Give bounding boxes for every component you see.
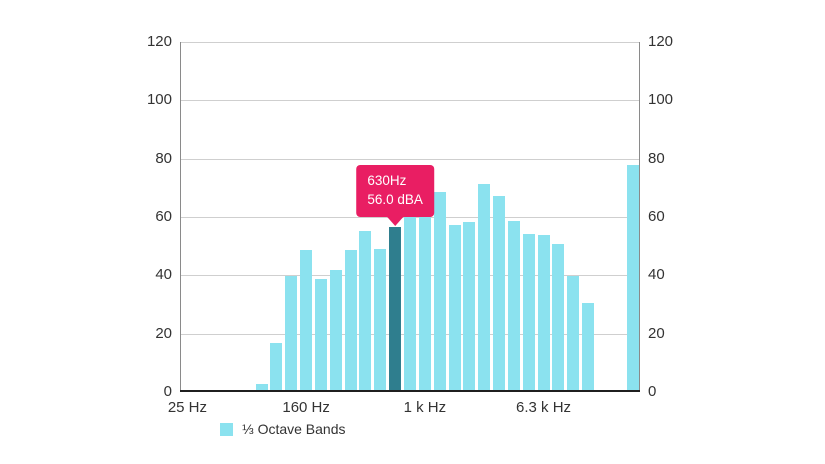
bar-800-hz[interactable] [404, 213, 416, 390]
y-tick-right-120: 120 [648, 33, 674, 50]
bar-500-hz[interactable] [374, 248, 387, 390]
plot-area [180, 42, 640, 392]
x-tick-25-hz: 25 Hz [167, 399, 207, 416]
bar-200-hz[interactable] [314, 279, 327, 390]
y-axis-left-line [180, 42, 181, 392]
y-tick-left-80: 80 [155, 149, 172, 167]
bar-1-khz[interactable] [418, 184, 431, 390]
bar-125-hz[interactable] [285, 276, 298, 390]
tooltip-pointer-icon [387, 216, 404, 226]
bar-2.5-khz[interactable] [478, 184, 491, 390]
tooltip-level: 56.0 dBA [367, 192, 423, 208]
bar-10-khz[interactable] [567, 276, 580, 390]
tooltip-box: 630Hz 56.0 dBA [356, 164, 434, 217]
bar-1.6-khz[interactable] [448, 225, 461, 390]
x-axis-line [180, 390, 640, 392]
bar-160-hz[interactable] [300, 250, 313, 390]
bar-6.3-khz[interactable] [537, 235, 550, 390]
y-tick-left-20: 20 [155, 324, 172, 342]
bar-2-khz[interactable] [463, 222, 476, 390]
y-tick-left-120: 120 [146, 33, 172, 50]
x-tick-1-k-hz: 1 k Hz [403, 399, 447, 416]
bar-5-khz[interactable] [522, 233, 535, 390]
legend-label: ⅓ Octave Bands [242, 421, 346, 437]
y-axis-right-line [639, 42, 640, 392]
bar-total[interactable] [626, 165, 639, 390]
y-tick-right-60: 60 [648, 208, 665, 225]
gridline-120 [180, 42, 640, 43]
bar-4-khz[interactable] [507, 220, 520, 390]
y-tick-right-40: 40 [648, 266, 665, 284]
bar-1.25-khz[interactable] [433, 191, 446, 390]
bar-80-hz[interactable] [255, 384, 268, 390]
y-tick-right-20: 20 [648, 324, 665, 342]
bar-315-hz[interactable] [344, 250, 357, 390]
legend-swatch-icon [220, 422, 233, 436]
y-tick-left-0: 0 [163, 383, 172, 400]
x-tick-6.3-k-hz: 6.3 k Hz [516, 399, 572, 416]
selected-band-tooltip: 630Hz 56.0 dBA [356, 164, 434, 226]
legend: ⅓ Octave Bands [220, 421, 346, 437]
y-tick-right-100: 100 [648, 91, 674, 109]
x-tick-160-hz: 160 Hz [282, 399, 330, 416]
bar-3.15-khz[interactable] [493, 196, 506, 390]
bar-100-hz[interactable] [270, 343, 283, 390]
y-tick-left-100: 100 [146, 91, 172, 109]
bar-250-hz[interactable] [329, 270, 342, 390]
y-tick-left-40: 40 [155, 266, 172, 284]
bar-630-hz[interactable] [389, 226, 402, 390]
bar-12.5-khz[interactable] [582, 302, 595, 390]
y-tick-right-80: 80 [648, 149, 665, 167]
y-tick-left-60: 60 [155, 208, 172, 225]
tooltip-frequency: 630Hz [367, 172, 407, 188]
bar-8-khz[interactable] [552, 244, 565, 390]
bar-400-hz[interactable] [359, 231, 372, 390]
gridline-80 [180, 158, 640, 160]
gridline-100 [180, 100, 640, 102]
y-tick-right-0: 0 [648, 383, 657, 400]
